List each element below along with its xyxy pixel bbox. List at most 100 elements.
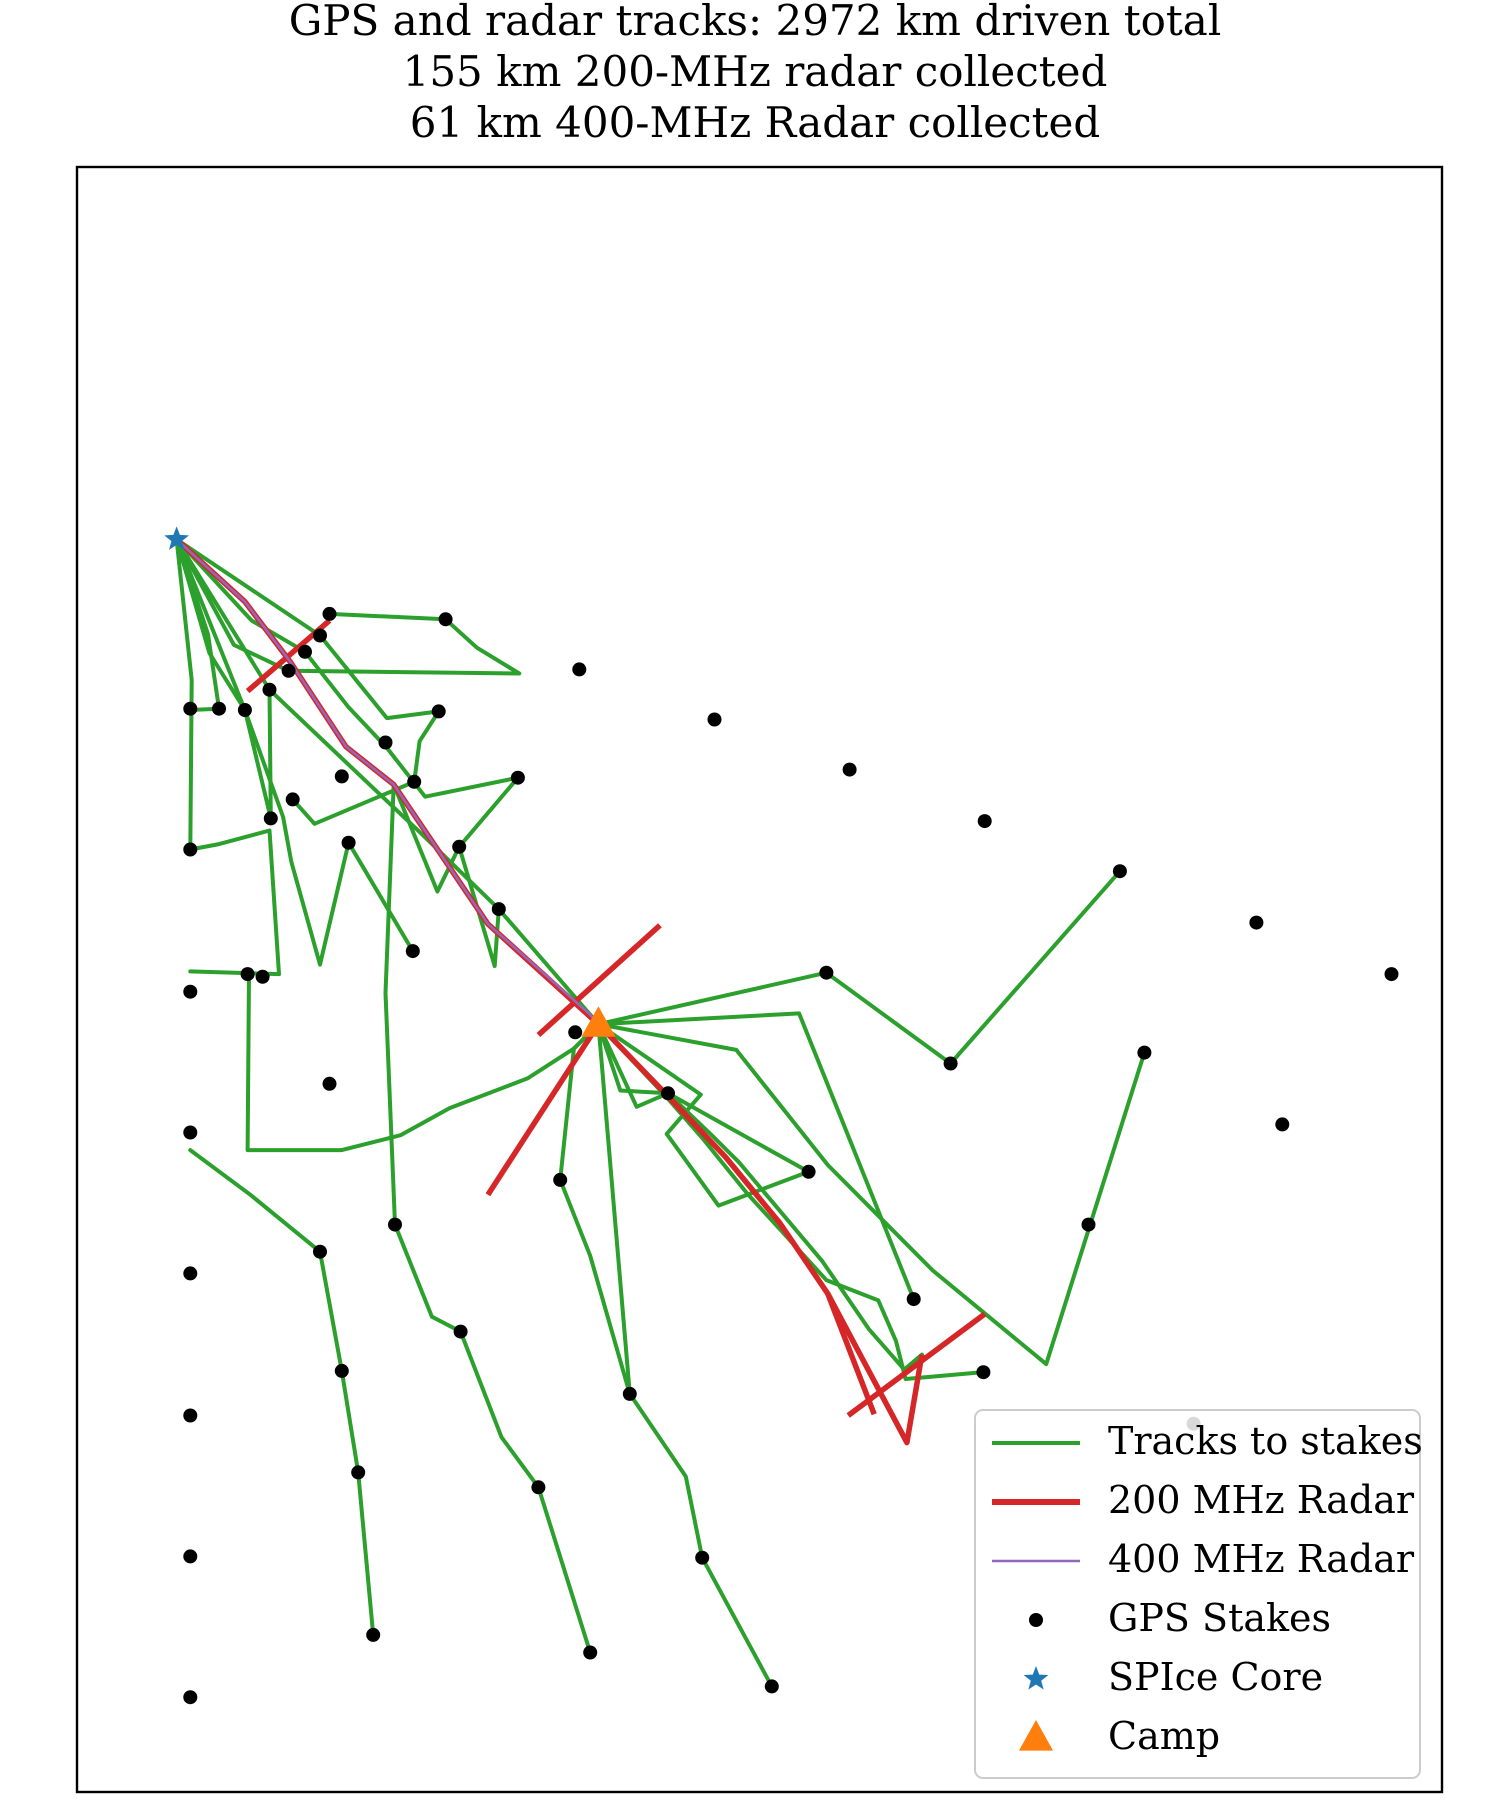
spice-core-marker — [164, 526, 189, 550]
gps-stake-16 — [572, 662, 587, 677]
legend-items: Tracks to stakes 200 MHz Radar 400 MHz R… — [992, 1419, 1423, 1758]
track-line-17 — [558, 1022, 774, 1689]
track-line-19 — [188, 1148, 376, 1637]
gps-stake-0 — [183, 701, 198, 716]
legend-swatch-3 — [1029, 1613, 1043, 1627]
track-line-23 — [596, 1022, 811, 1208]
gps-stake-11 — [281, 663, 296, 678]
legend: Tracks to stakes 200 MHz Radar 400 MHz R… — [974, 1409, 1423, 1779]
title-line-3: 61 km 400-MHz Radar collected — [410, 98, 1101, 147]
gps-stake-49 — [764, 1679, 779, 1694]
gps-stake-54 — [313, 1244, 327, 1259]
gps-stake-37 — [943, 1056, 958, 1071]
legend-label-radar400: 400 MHz Radar — [1108, 1537, 1415, 1581]
radar200-line-5 — [825, 1292, 877, 1416]
gps-stake-31 — [405, 944, 420, 959]
track-line-22 — [596, 1022, 632, 1396]
track-line-13 — [596, 1011, 916, 1302]
gps-stake-47 — [622, 1386, 637, 1401]
gps-stake-44 — [976, 1365, 991, 1380]
gps-stake-50 — [388, 1217, 402, 1232]
radar200-line-2 — [485, 1022, 601, 1197]
gps-stake-55 — [334, 1363, 349, 1378]
legend-swatch-4 — [1023, 1666, 1049, 1690]
gps-stake-15 — [438, 612, 453, 627]
gps-stake-29 — [240, 967, 255, 982]
gps-stake-32 — [510, 770, 525, 785]
title-line-1: GPS and radar tracks: 2972 km driven tot… — [289, 0, 1222, 45]
track-line-15 — [596, 1022, 811, 1174]
plot-frame — [75, 165, 1444, 1794]
gps-stake-2 — [183, 984, 198, 999]
track-line-1 — [188, 828, 281, 977]
gps-stake-24 — [334, 769, 349, 784]
gps-stake-36 — [819, 965, 834, 980]
gps-stake-12 — [298, 644, 312, 659]
gps-stake-40 — [661, 1086, 675, 1101]
radar400-line-0 — [175, 538, 600, 1026]
gps-stake-51 — [453, 1324, 468, 1339]
track-line-0 — [174, 537, 194, 852]
gps-stake-23 — [285, 792, 300, 807]
gps-stake-18 — [842, 762, 857, 777]
gps-stake-30 — [263, 811, 278, 826]
camp-marker — [581, 1006, 616, 1037]
gps-stake-5 — [183, 1408, 198, 1423]
gps-stake-21 — [1249, 915, 1264, 930]
gps-stake-8 — [212, 701, 226, 716]
gps-stake-19 — [977, 814, 992, 829]
gps-stake-48 — [695, 1550, 710, 1565]
gps-stake-33 — [452, 839, 467, 854]
gps-stake-7 — [183, 1690, 198, 1705]
track-line-11 — [286, 611, 522, 676]
track-line-10 — [383, 782, 397, 1227]
gps-stake-10 — [262, 682, 277, 697]
gps-stake-58 — [255, 969, 270, 984]
track-line-7 — [174, 537, 441, 826]
gps-stake-3 — [183, 1125, 198, 1140]
track-line-14 — [596, 1022, 1147, 1367]
legend-label-tracks: Tracks to stakes — [1108, 1419, 1423, 1463]
gps-stake-20 — [1112, 864, 1127, 879]
gps-stake-43 — [1081, 1217, 1096, 1232]
legend-label-camp: Camp — [1108, 1714, 1220, 1758]
gps-stake-14 — [322, 606, 337, 621]
gps-stake-46 — [553, 1172, 568, 1187]
gps-stake-25 — [378, 735, 393, 750]
gps-stake-4 — [183, 1266, 198, 1281]
track-line-4 — [174, 537, 291, 673]
legend-label-stakes: GPS Stakes — [1108, 1596, 1331, 1640]
track-line-20 — [393, 1222, 593, 1655]
gps-stake-57 — [366, 1627, 381, 1642]
gps-stake-1 — [183, 842, 198, 857]
gps-stake-42 — [906, 1292, 921, 1307]
track-line-18 — [245, 972, 601, 1153]
gps-stake-52 — [531, 1480, 546, 1495]
gps-stake-35 — [568, 1025, 583, 1040]
radar200-line-1 — [536, 923, 662, 1038]
track-line-12 — [596, 869, 1122, 1066]
gps-stake-6 — [183, 1549, 198, 1564]
gps-stake-59 — [322, 1076, 337, 1091]
legend-label-spice: SPIce Core — [1108, 1655, 1323, 1699]
gps-stake-17 — [707, 712, 722, 727]
legend-box — [974, 1409, 1421, 1779]
legend-swatch-5 — [1018, 1720, 1054, 1751]
gps-stake-34 — [491, 902, 506, 917]
gps-stake-26 — [431, 704, 446, 719]
gps-stake-28 — [341, 835, 356, 850]
gps-stake-13 — [313, 628, 327, 643]
gps-stake-38 — [1137, 1045, 1152, 1060]
title-line-2: 155 km 200-MHz radar collected — [403, 47, 1108, 96]
gps-stake-56 — [351, 1465, 366, 1480]
track-line-21 — [596, 1022, 984, 1381]
gps-stake-53 — [583, 1645, 598, 1660]
plot-area — [164, 526, 1399, 1705]
gps-stake-22 — [1384, 967, 1399, 982]
track-line-16 — [596, 1022, 924, 1372]
gps-stake-39 — [1275, 1117, 1290, 1132]
gps-stake-27 — [407, 774, 422, 789]
chart-title: GPS and radar tracks: 2972 km driven tot… — [289, 0, 1222, 147]
